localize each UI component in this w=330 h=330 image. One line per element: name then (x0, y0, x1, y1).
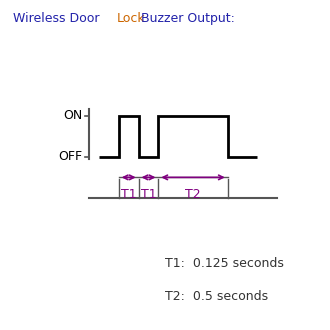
Text: Lock: Lock (117, 12, 146, 24)
Text: Buzzer Output:: Buzzer Output: (137, 12, 235, 24)
Text: T2:  0.5 seconds: T2: 0.5 seconds (165, 290, 268, 303)
Text: T1: T1 (141, 188, 156, 201)
Text: T1:  0.125 seconds: T1: 0.125 seconds (165, 257, 284, 270)
Text: OFF: OFF (58, 150, 82, 163)
Text: ON: ON (63, 109, 82, 122)
Text: T2: T2 (185, 188, 201, 201)
Text: Wireless Door: Wireless Door (13, 12, 104, 24)
Text: T1: T1 (121, 188, 137, 201)
